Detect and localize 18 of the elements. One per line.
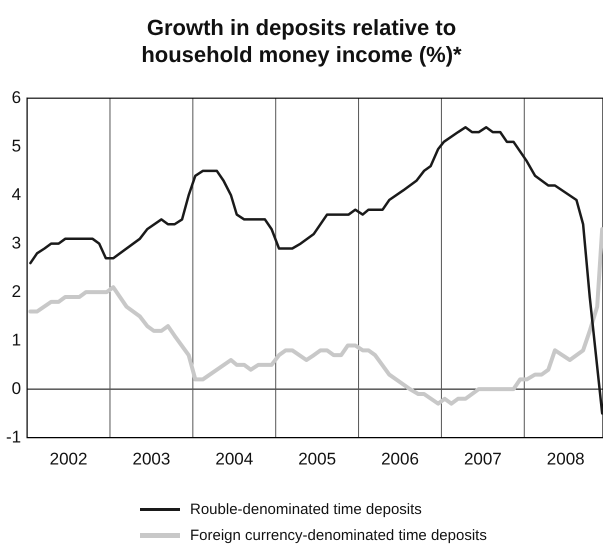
y-tick-label: 1 xyxy=(12,330,22,350)
x-tick-label: 2006 xyxy=(381,449,419,468)
y-tick-label: 4 xyxy=(12,184,22,204)
y-tick-label: 0 xyxy=(12,378,22,398)
legend-label: Foreign currency-denominated time deposits xyxy=(190,526,487,544)
y-tick-label: 3 xyxy=(12,233,22,252)
legend-label: Rouble-denominated time deposits xyxy=(190,500,422,518)
x-tick-label: 2005 xyxy=(298,449,336,468)
x-tick-label: 2002 xyxy=(50,449,88,468)
chart-title: Growth in deposits relative to household money income (%)* xyxy=(140,14,463,69)
y-tick-label: 2 xyxy=(12,282,22,301)
y-tick-label: 6 xyxy=(12,88,22,107)
x-tick-label: 2004 xyxy=(215,449,254,468)
x-tick-label: 2003 xyxy=(132,449,170,468)
y-tick-label: 5 xyxy=(12,136,22,156)
x-tick-label: 2008 xyxy=(546,449,585,468)
x-tick-label: 2007 xyxy=(464,449,502,468)
y-tick-label: -1 xyxy=(6,427,22,446)
